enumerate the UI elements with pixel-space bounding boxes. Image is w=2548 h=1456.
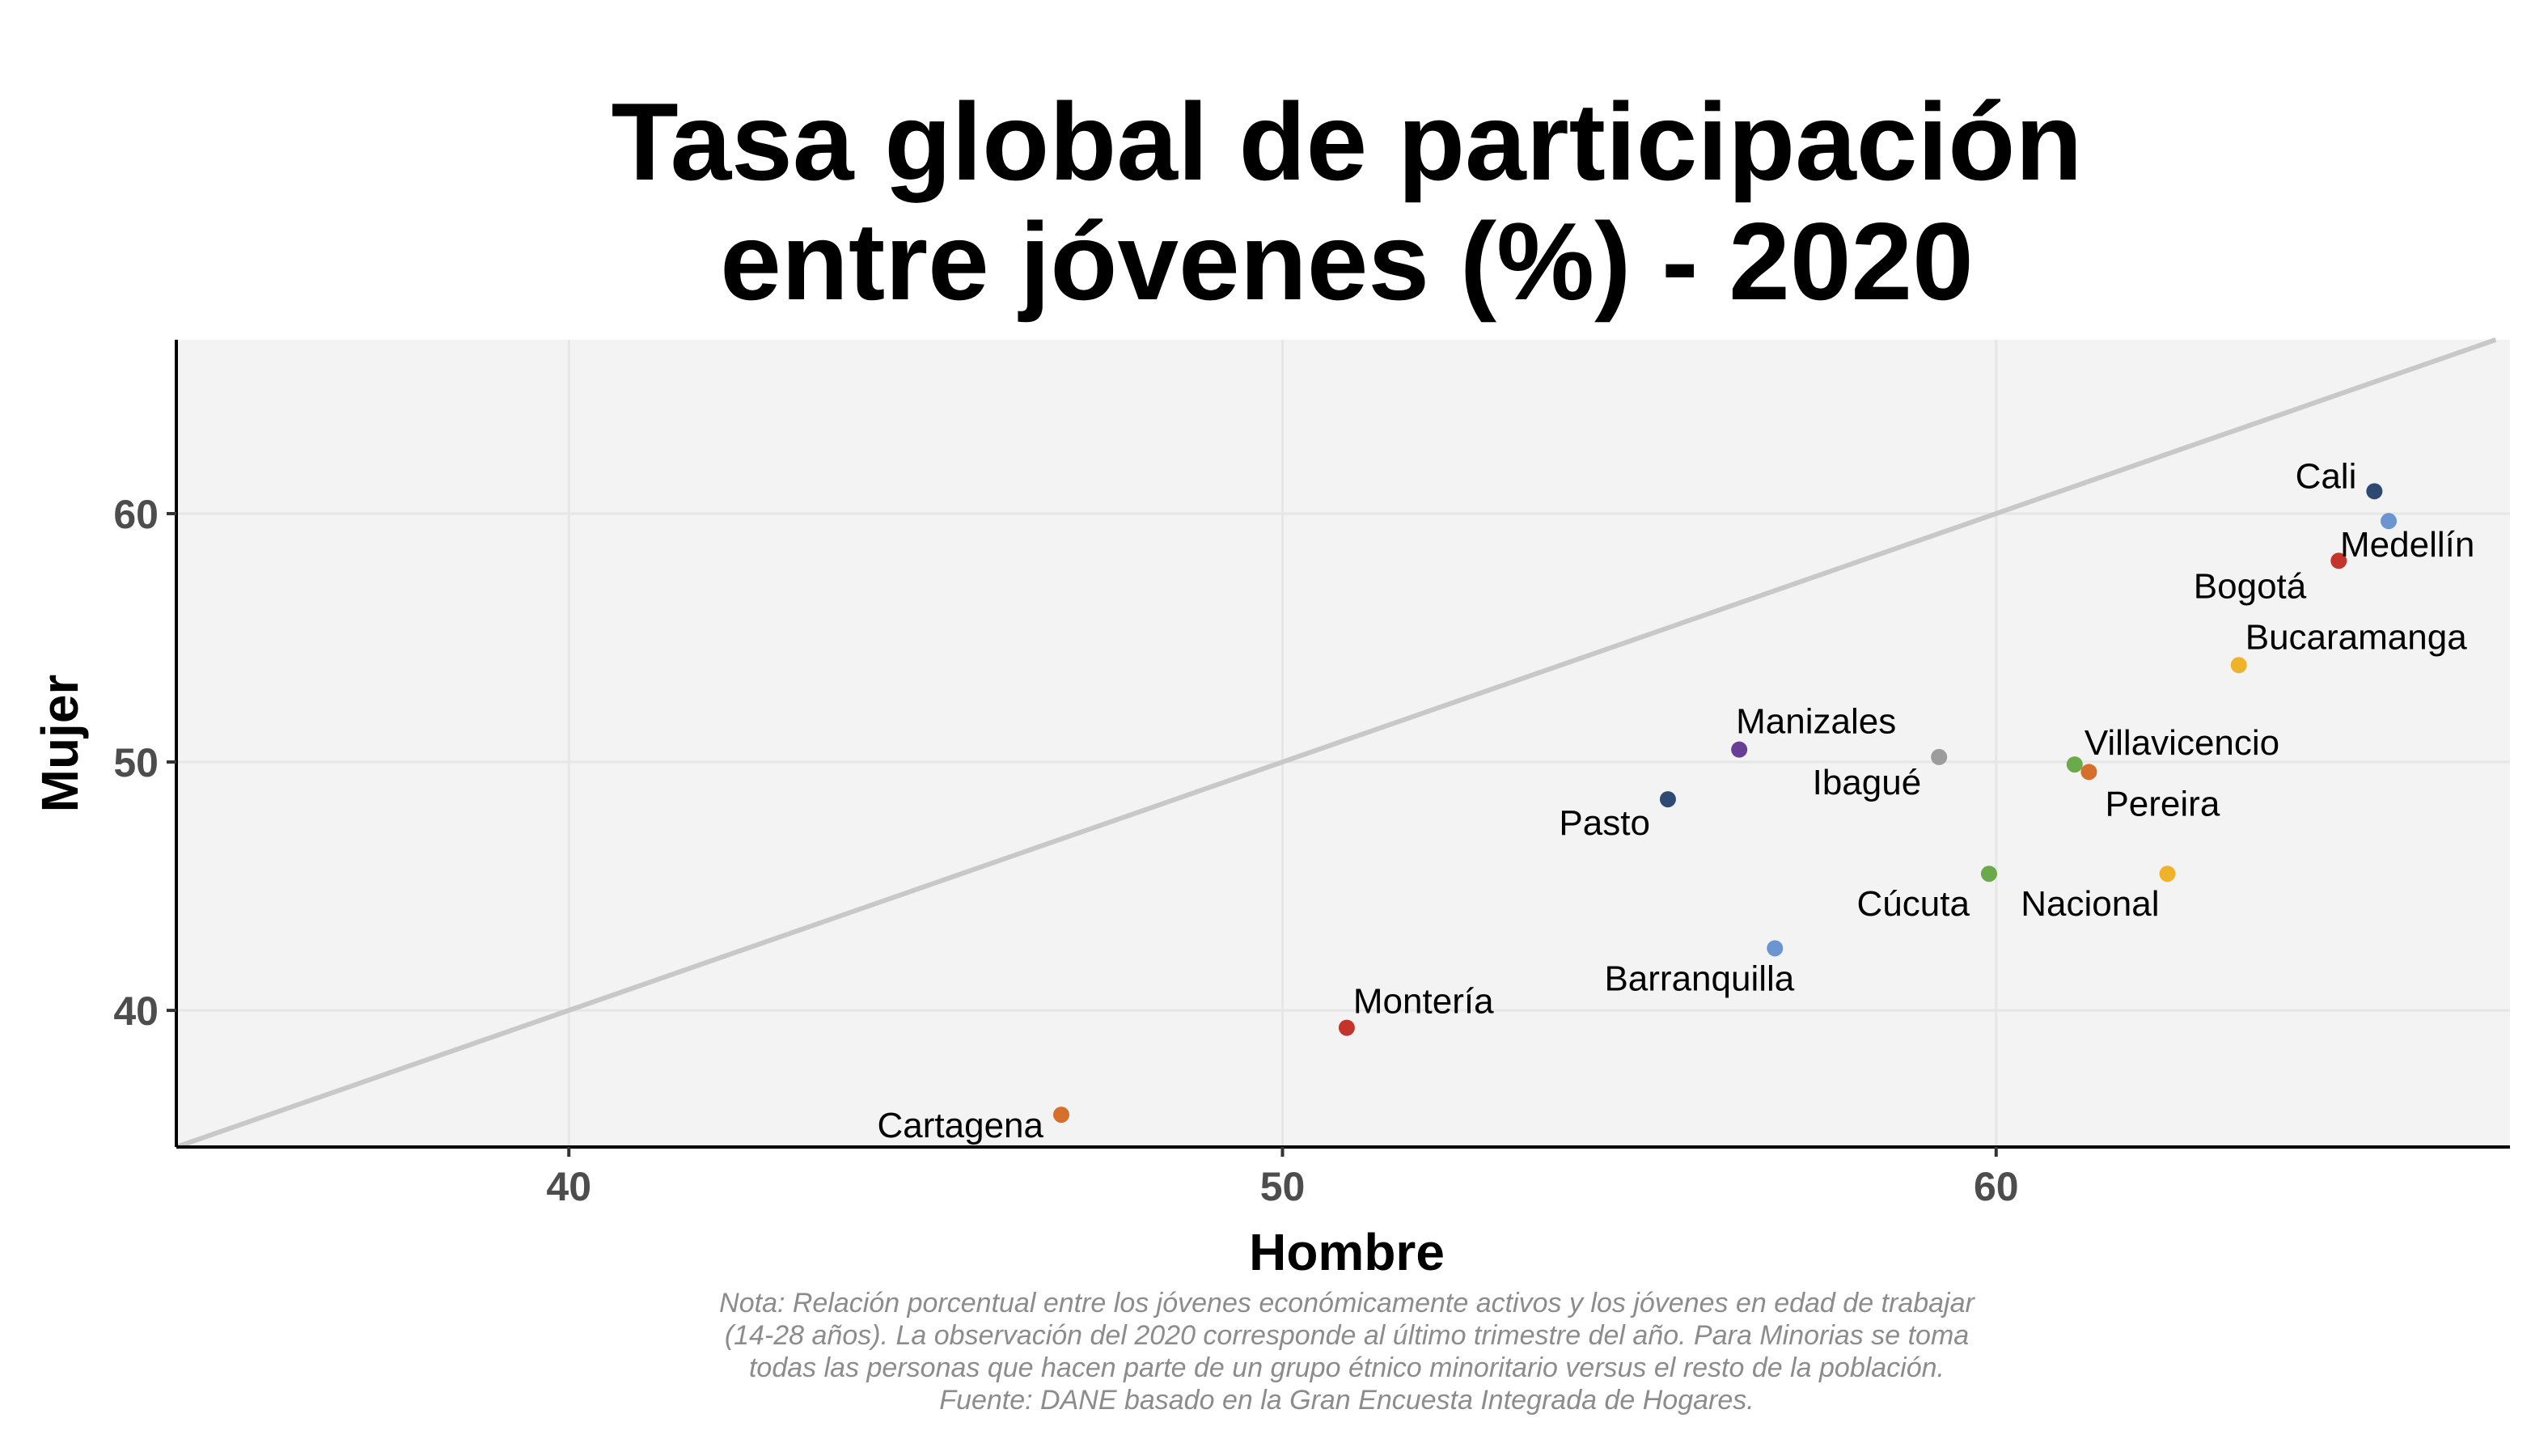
x-tick-label: 50: [1260, 1164, 1306, 1209]
y-tick-label: 50: [113, 740, 159, 785]
data-point: [2066, 756, 2083, 773]
y-axis-title: Mujer: [31, 675, 89, 813]
data-point: [1053, 1107, 1070, 1124]
footnote-line-1: Nota: Relación porcentual entre los jóve…: [719, 1288, 1975, 1318]
point-label: Cúcuta: [1857, 884, 1970, 924]
point-label: Manizales: [1736, 702, 1896, 742]
point-label: Barranquilla: [1604, 959, 1794, 998]
data-point: [1731, 741, 1748, 758]
data-point: [2230, 657, 2247, 674]
x-tick-label: 40: [546, 1164, 591, 1209]
chart-title-line-2: entre jóvenes (%) - 2020: [720, 200, 1974, 323]
point-label: Medellín: [2340, 525, 2474, 565]
axis-ticks: 40 50 60 40 50 60: [113, 492, 2018, 1209]
reference-line-group: [176, 337, 2497, 1149]
point-label: Villavicencio: [2085, 723, 2279, 763]
data-points: [1053, 483, 2398, 1124]
point-label: Pasto: [1559, 803, 1650, 843]
point-labels: Cali Medellín Bogotá Bucaramanga Manizales Vi…: [878, 456, 2475, 1145]
y-tick-label: 40: [113, 988, 159, 1034]
point-label: Cartagena: [878, 1106, 1044, 1145]
data-point: [2381, 513, 2398, 530]
x-tick-label: 60: [1974, 1164, 2019, 1209]
point-label: Montería: [1353, 982, 1494, 1022]
data-point: [2330, 552, 2347, 569]
data-point: [1980, 866, 1997, 882]
y-tick-label: 60: [113, 492, 159, 537]
footnote-line-3: todas las personas que hacen parte de un…: [749, 1352, 1945, 1383]
footnote-line-2: (14-28 años). La observación del 2020 co…: [725, 1320, 1969, 1351]
footnote-line-4: Fuente: DANE basado en la Gran Encuesta …: [939, 1385, 1754, 1416]
data-point: [2080, 764, 2097, 781]
point-label: Bogotá: [2194, 566, 2307, 606]
point-label: Nacional: [2021, 884, 2159, 924]
point-label: Cali: [2296, 456, 2357, 496]
point-label: Bucaramanga: [2245, 617, 2467, 657]
x-axis-title: Hombre: [1249, 1223, 1445, 1281]
data-point: [1767, 940, 1784, 957]
data-point: [2366, 483, 2383, 500]
reference-line: [176, 337, 2497, 1149]
chart-title-line-1: Tasa global de participación: [612, 80, 2083, 203]
data-point: [2159, 866, 2176, 882]
data-point: [1659, 791, 1676, 808]
point-label: Pereira: [2105, 784, 2220, 823]
data-point: [1338, 1019, 1355, 1036]
point-label: Ibagué: [1813, 763, 1922, 802]
data-point: [1931, 748, 1948, 765]
